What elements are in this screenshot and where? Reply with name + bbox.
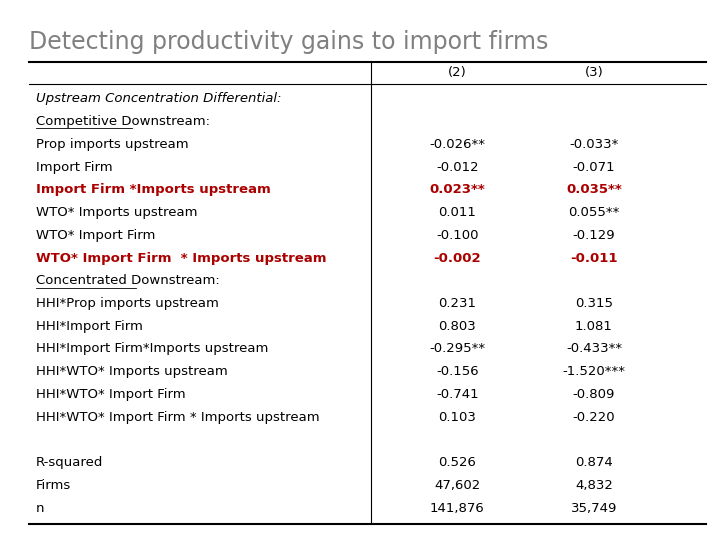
Text: 0.023**: 0.023** — [429, 183, 485, 197]
Text: -0.071: -0.071 — [572, 160, 616, 173]
Text: -0.012: -0.012 — [436, 160, 479, 173]
Text: 141,876: 141,876 — [430, 502, 485, 515]
Text: -1.520***: -1.520*** — [562, 365, 626, 378]
Text: WTO* Import Firm: WTO* Import Firm — [36, 229, 156, 242]
Text: -0.129: -0.129 — [572, 229, 616, 242]
Text: -0.011: -0.011 — [570, 252, 618, 265]
Text: -0.433**: -0.433** — [566, 342, 622, 355]
Text: 0.103: 0.103 — [438, 410, 476, 424]
Text: R-squared: R-squared — [36, 456, 104, 469]
Text: -0.026**: -0.026** — [429, 138, 485, 151]
Text: HHI*WTO* Import Firm * Imports upstream: HHI*WTO* Import Firm * Imports upstream — [36, 410, 320, 424]
Text: 4,832: 4,832 — [575, 479, 613, 492]
Text: HHI*WTO* Imports upstream: HHI*WTO* Imports upstream — [36, 365, 228, 378]
Text: HHI*Import Firm: HHI*Import Firm — [36, 320, 143, 333]
Text: 0.231: 0.231 — [438, 297, 476, 310]
Text: -0.100: -0.100 — [436, 229, 479, 242]
Text: Concentrated Downstream:: Concentrated Downstream: — [36, 274, 220, 287]
Text: Firms: Firms — [36, 479, 71, 492]
Text: 0.526: 0.526 — [438, 456, 476, 469]
Text: -0.002: -0.002 — [433, 252, 481, 265]
Text: HHI*Prop imports upstream: HHI*Prop imports upstream — [36, 297, 219, 310]
Text: Competitive Downstream:: Competitive Downstream: — [36, 115, 210, 128]
Text: -0.220: -0.220 — [572, 410, 616, 424]
Text: 0.011: 0.011 — [438, 206, 476, 219]
Text: -0.809: -0.809 — [573, 388, 615, 401]
Text: -0.295**: -0.295** — [429, 342, 485, 355]
Text: n: n — [36, 502, 45, 515]
Text: -0.741: -0.741 — [436, 388, 479, 401]
Text: HHI*Import Firm*Imports upstream: HHI*Import Firm*Imports upstream — [36, 342, 269, 355]
Text: 1.081: 1.081 — [575, 320, 613, 333]
Text: 0.055**: 0.055** — [568, 206, 620, 219]
Text: HHI*WTO* Import Firm: HHI*WTO* Import Firm — [36, 388, 186, 401]
Text: 0.315: 0.315 — [575, 297, 613, 310]
Text: WTO* Imports upstream: WTO* Imports upstream — [36, 206, 197, 219]
Text: -0.033*: -0.033* — [570, 138, 618, 151]
Text: Prop imports upstream: Prop imports upstream — [36, 138, 189, 151]
Text: (3): (3) — [585, 66, 603, 79]
Text: 0.874: 0.874 — [575, 456, 613, 469]
Text: -0.156: -0.156 — [436, 365, 479, 378]
Text: 47,602: 47,602 — [434, 479, 480, 492]
Text: 0.803: 0.803 — [438, 320, 476, 333]
Text: Upstream Concentration Differential:: Upstream Concentration Differential: — [36, 92, 282, 105]
Text: 35,749: 35,749 — [571, 502, 617, 515]
Text: 0.035**: 0.035** — [566, 183, 622, 197]
Text: Detecting productivity gains to import firms: Detecting productivity gains to import f… — [29, 30, 548, 53]
Text: Import Firm: Import Firm — [36, 160, 112, 173]
Text: (2): (2) — [448, 66, 467, 79]
Text: WTO* Import Firm  * Imports upstream: WTO* Import Firm * Imports upstream — [36, 252, 326, 265]
Text: Import Firm *Imports upstream: Import Firm *Imports upstream — [36, 183, 271, 197]
